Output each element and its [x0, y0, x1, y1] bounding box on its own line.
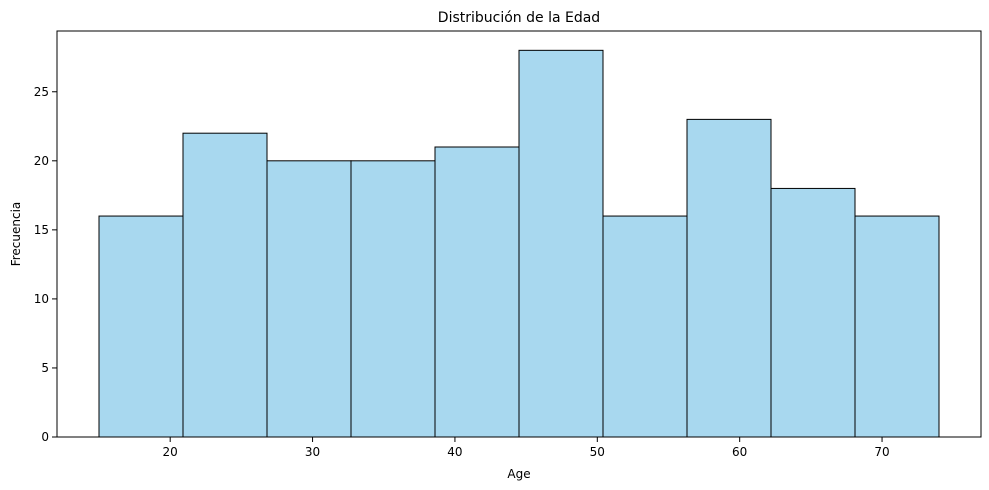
x-axis: 20 30 40 50 60 70: [163, 437, 890, 459]
histogram-bar: [854, 215, 940, 438]
x-tick-label: 20: [163, 445, 178, 459]
histogram-bar: [350, 160, 436, 438]
y-tick-label: 5: [41, 361, 49, 375]
histogram-bar: [434, 146, 520, 438]
x-axis-label: Age: [507, 467, 530, 481]
chart-title: Distribución de la Edad: [438, 10, 600, 26]
histogram-bar: [518, 49, 604, 438]
y-axis: 0 5 10 15 20 25: [34, 85, 57, 444]
histogram-bar: [98, 215, 184, 438]
y-tick-label: 0: [41, 430, 49, 444]
histogram-bar: [770, 187, 856, 438]
histogram-bar: [686, 118, 772, 438]
histogram-bar: [602, 215, 688, 438]
histogram-bar: [182, 132, 268, 438]
x-tick-label: 30: [305, 445, 320, 459]
histogram-bar: [266, 160, 352, 438]
x-tick-label: 70: [874, 445, 889, 459]
x-tick-label: 60: [732, 445, 747, 459]
y-tick-label: 20: [34, 154, 49, 168]
x-tick-label: 50: [590, 445, 605, 459]
bars-group: [98, 49, 940, 438]
y-tick-label: 15: [34, 223, 49, 237]
y-tick-label: 25: [34, 85, 49, 99]
plot-frame: [56, 30, 982, 438]
y-axis-label: Frecuencia: [9, 202, 23, 267]
x-tick-label: 40: [447, 445, 462, 459]
y-tick-label: 10: [34, 292, 49, 306]
